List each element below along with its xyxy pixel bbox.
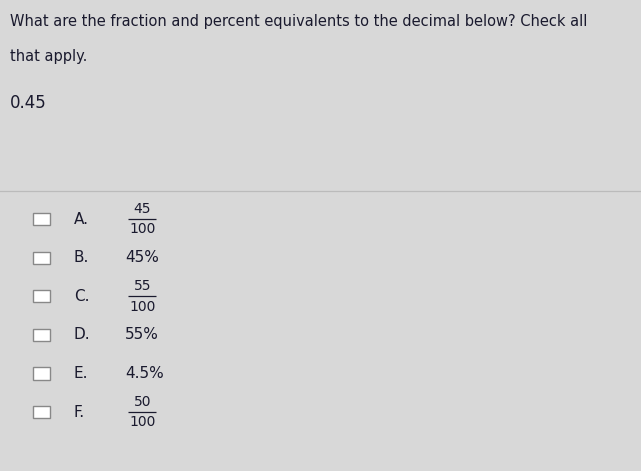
Text: 50: 50: [133, 395, 151, 409]
Text: 4.5%: 4.5%: [125, 366, 163, 381]
Text: 100: 100: [129, 415, 156, 430]
Text: A.: A.: [74, 211, 88, 227]
Text: 100: 100: [129, 222, 156, 236]
Text: 45: 45: [133, 202, 151, 216]
FancyBboxPatch shape: [33, 329, 50, 341]
Text: 0.45: 0.45: [10, 94, 46, 112]
Text: B.: B.: [74, 250, 89, 265]
FancyBboxPatch shape: [33, 252, 50, 264]
Text: D.: D.: [74, 327, 90, 342]
Text: What are the fraction and percent equivalents to the decimal below? Check all: What are the fraction and percent equiva…: [10, 14, 587, 29]
Text: 55%: 55%: [125, 327, 159, 342]
Text: that apply.: that apply.: [10, 49, 87, 65]
FancyBboxPatch shape: [33, 406, 50, 418]
FancyBboxPatch shape: [33, 213, 50, 225]
Text: E.: E.: [74, 366, 88, 381]
Text: F.: F.: [74, 405, 85, 420]
FancyBboxPatch shape: [33, 290, 50, 302]
FancyBboxPatch shape: [33, 367, 50, 380]
Text: 45%: 45%: [125, 250, 159, 265]
Text: 100: 100: [129, 300, 156, 314]
Text: 55: 55: [133, 279, 151, 293]
Text: C.: C.: [74, 289, 89, 304]
